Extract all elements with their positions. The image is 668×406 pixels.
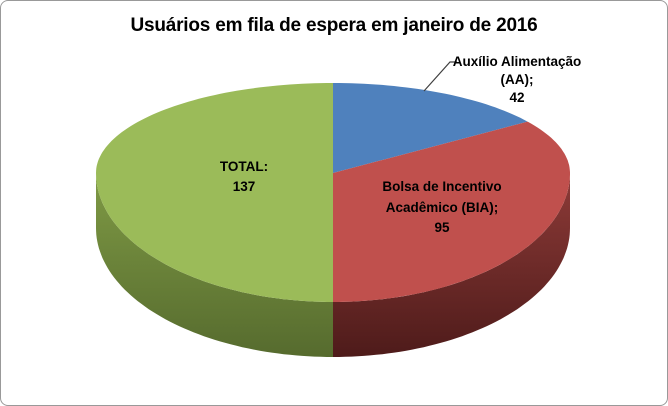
pie-slice-side-bia: [333, 173, 570, 357]
slice-label-total-value: 137: [232, 179, 256, 194]
slice-label-total-line1: TOTAL:: [219, 159, 269, 174]
pie-slice-aa: [333, 83, 528, 173]
slice-label-aa-line1: Auxílio Alimentação: [452, 54, 582, 69]
slice-label-total: TOTAL: 137: [164, 157, 324, 197]
slice-label-aa-value: 42: [509, 90, 525, 105]
slice-label-bia-line1: Bolsa de Incentivo: [382, 179, 502, 194]
pie-slice-total: [96, 83, 333, 302]
slice-label-aa-line2: (AA);: [500, 72, 534, 87]
pie-slice-bia: [333, 121, 570, 302]
slice-label-aa: Auxílio Alimentação (AA); 42: [407, 53, 627, 107]
slice-label-bia-value: 95: [434, 220, 450, 235]
chart-title: Usuários em fila de espera em janeiro de…: [130, 15, 538, 36]
leader-line-aa: [423, 61, 457, 92]
slice-label-bia: Bolsa de Incentivo Acadêmico (BIA); 95: [342, 177, 542, 239]
slice-label-bia-line2: Acadêmico (BIA);: [385, 199, 499, 215]
pie-slice-side-total: [96, 173, 333, 357]
